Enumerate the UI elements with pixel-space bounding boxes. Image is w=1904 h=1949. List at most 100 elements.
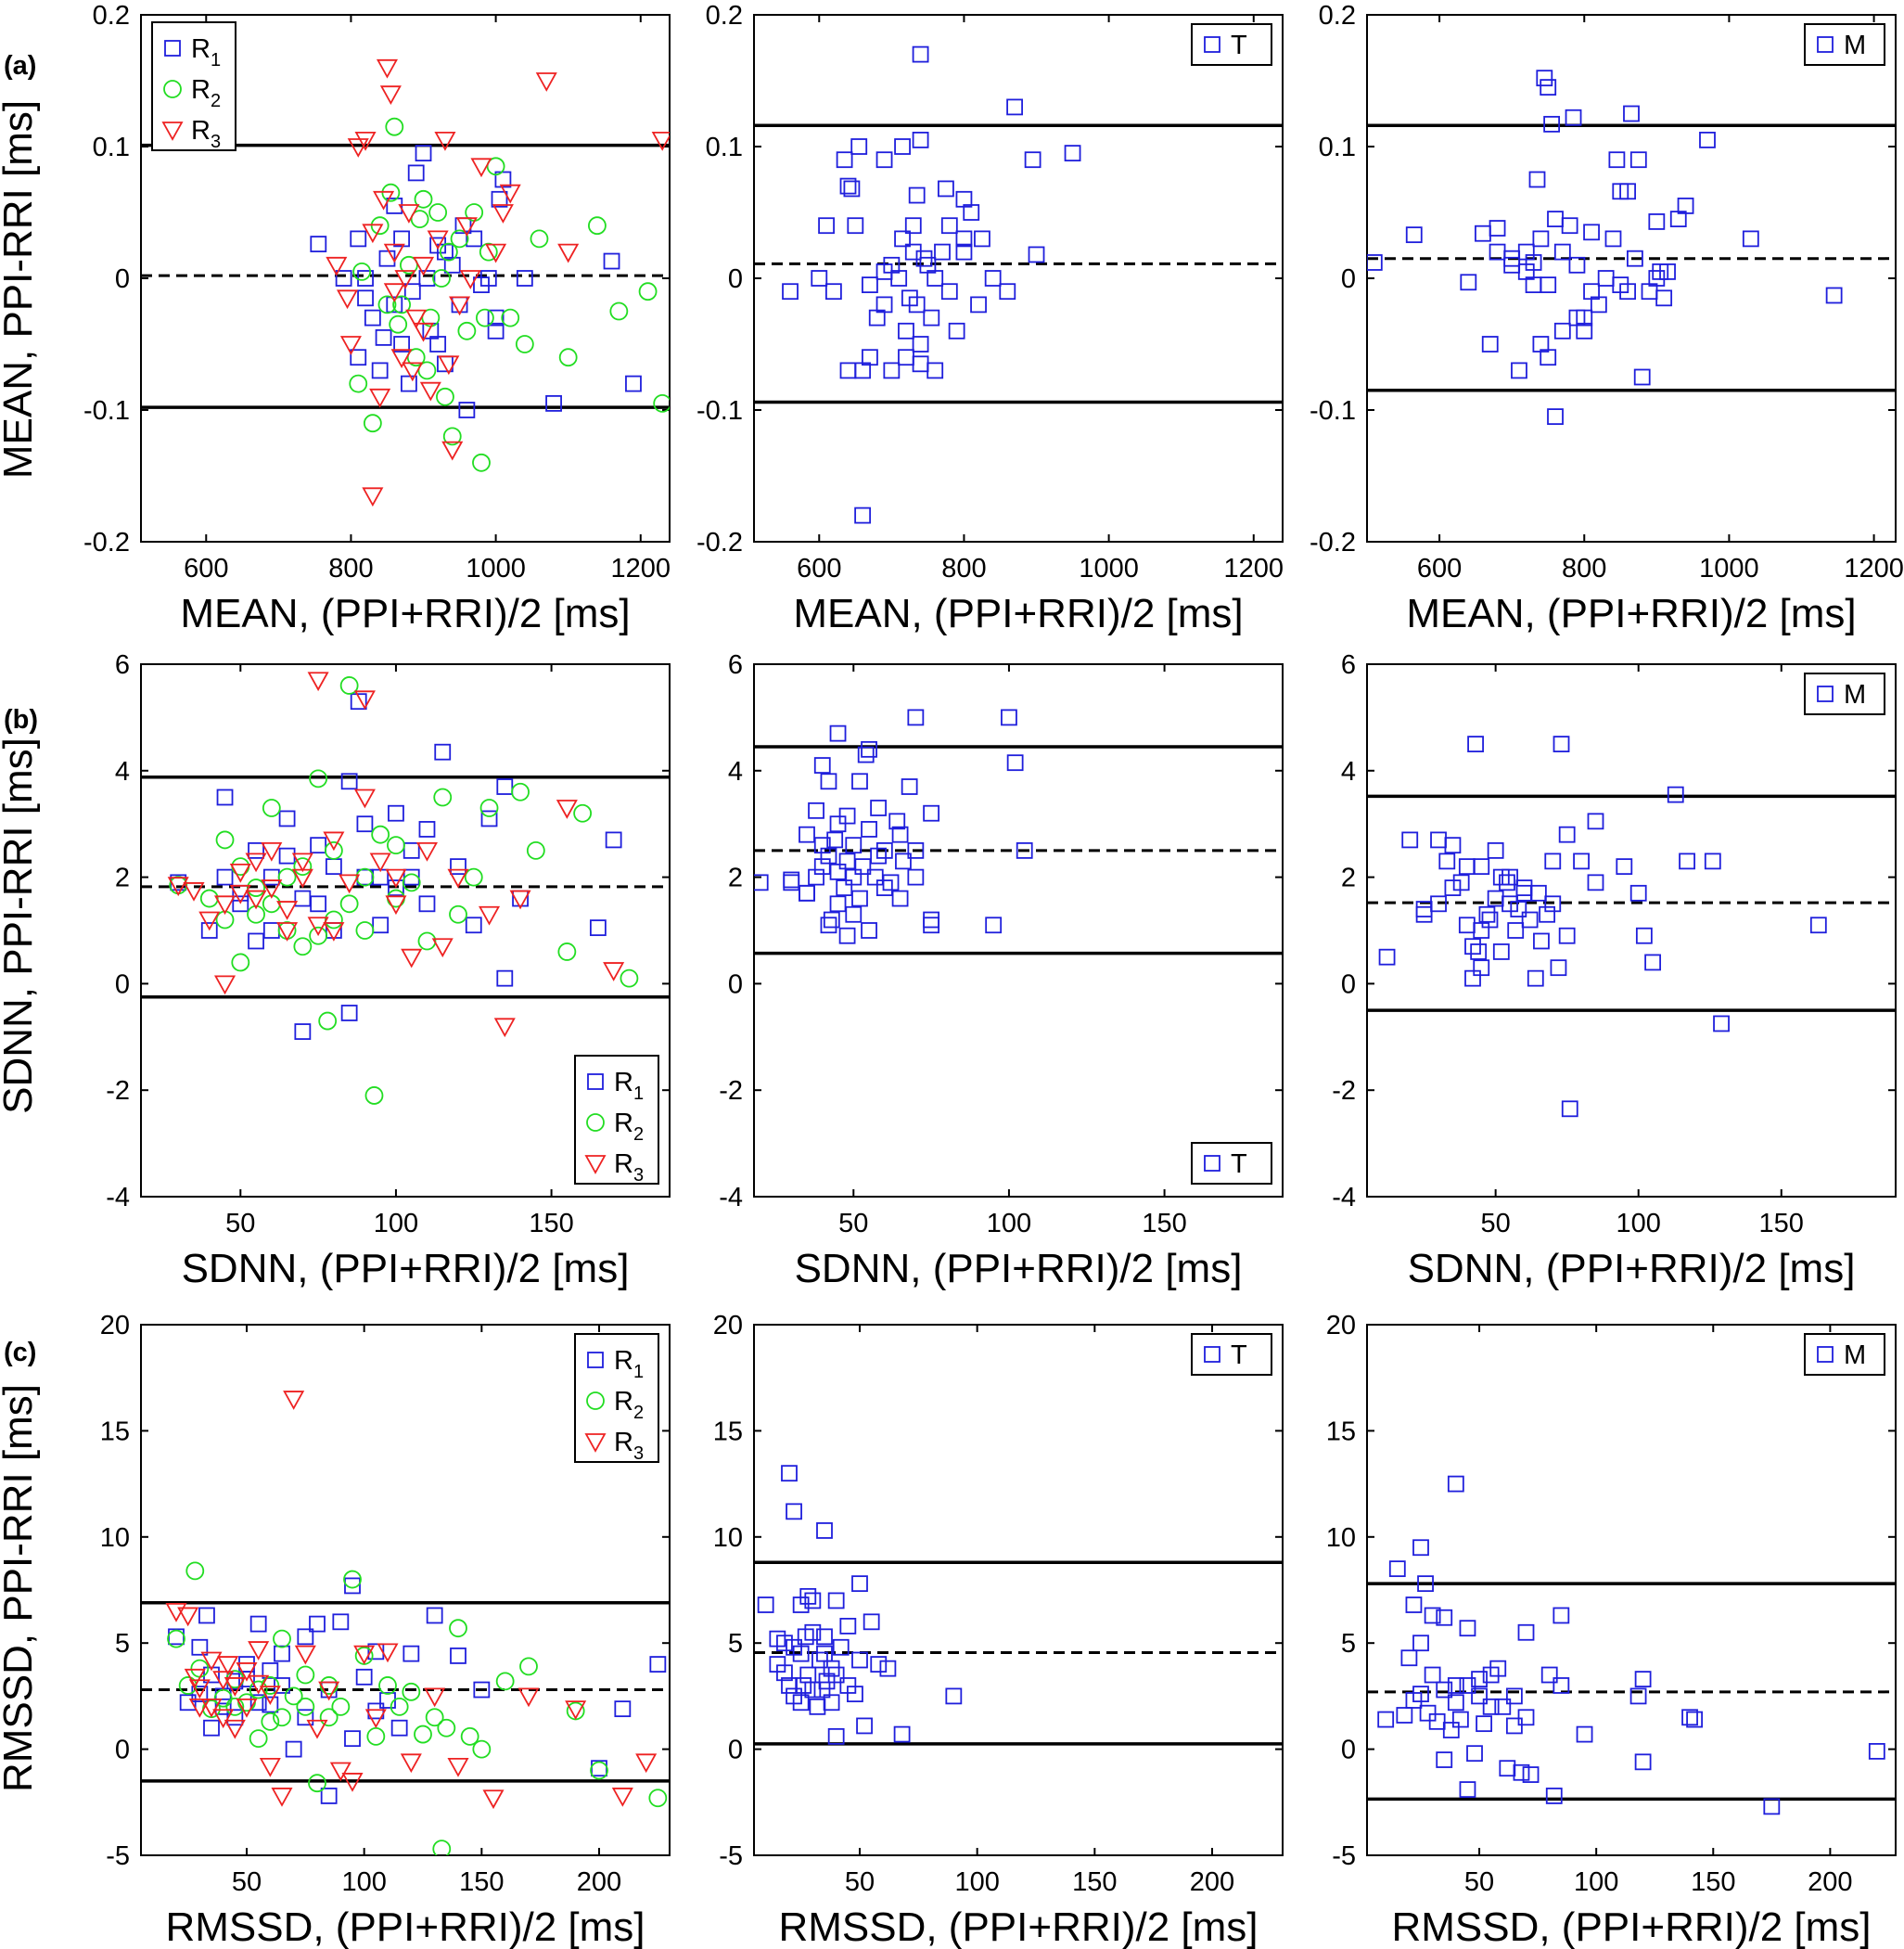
data-point-a1-R2-13 [457,321,477,340]
data-point-b1-R3-27 [291,853,313,873]
data-point-b2-T-54 [845,868,863,886]
data-point-b1-R2-20 [464,867,483,887]
data-point-a1-R1-29 [393,336,410,353]
row-a-label: (a) [4,51,36,81]
data-point-a1-R3-27 [373,190,395,211]
data-point-b1-R2-17 [417,931,437,951]
data-point-b3-M-46 [1510,901,1527,917]
data-point-b1-R1-29 [248,932,264,950]
plot-frame-a3 [1366,14,1897,543]
data-point-a1-R1-11 [415,145,432,162]
data-point-c1-R1-39 [191,1686,209,1703]
panel-b2: 50 100 150 -4 -2 0 2 4 6 SDNN, (PPI+RRI)/2 [ms] T [719,650,1284,1291]
x-tick-label-c1-1: 100 [341,1867,386,1897]
data-point-b1-R1-19 [465,917,482,934]
data-point-b2-T-16 [861,821,877,838]
x-tick-label-c2-0: 50 [845,1867,875,1897]
data-point-c1-R2-20 [390,1697,409,1716]
data-point-a1-R3-15 [434,131,456,151]
y-tick-label-c1-0: -5 [106,1841,130,1871]
y-tick-label-b1-4: 4 [115,757,130,787]
plot-area-b2 [754,709,1283,955]
data-point-b1-R3-25 [229,884,251,904]
data-point-a3-M-18 [1475,224,1491,242]
data-point-a2-T-27 [948,322,965,340]
data-point-a1-R1-18 [458,402,476,418]
data-point-a2-T-18 [862,349,878,366]
data-point-c1-R3-11 [283,1391,305,1410]
data-point-a1-R2-25 [653,394,670,413]
data-point-a3-M-46 [1568,256,1586,274]
data-point-a1-R1-1 [335,270,352,287]
data-point-a1-R3-25 [362,224,384,244]
data-point-b1-R2-31 [355,921,375,940]
data-point-b1-R2-12 [355,867,375,887]
data-point-a3-M-6 [1608,151,1626,169]
data-point-c2-T-36 [809,1698,826,1715]
data-point-c3-M-28 [1634,1753,1652,1771]
data-point-c1-R2-23 [425,1708,444,1727]
row-c-y-axis-label: RMSSD, PPI-RRI [ms] [0,1384,41,1792]
data-point-b3-M-55 [1587,874,1604,891]
data-point-a2-T-2 [1064,145,1081,162]
y-tick-label-c3-2: 5 [1341,1629,1356,1659]
data-point-c1-R3-20 [400,1753,422,1774]
data-point-a1-R1-7 [386,296,403,314]
data-point-a2-T-31 [999,283,1016,301]
data-point-b1-R1-18 [450,858,466,876]
data-point-b3-M-12 [1501,868,1518,886]
data-point-b1-R2-36 [339,894,359,914]
data-point-c1-R1-16 [344,1577,361,1595]
data-point-b3-M-22 [1415,905,1433,923]
data-point-a2-T-6 [836,151,853,169]
x-tick-label-b2-2: 150 [1142,1209,1186,1238]
legend-marker-c1-1 [586,1391,605,1410]
data-point-a1-R3-26 [383,283,405,303]
data-point-b1-R3-9 [307,672,329,692]
data-point-c1-R3-25 [565,1700,587,1720]
data-point-c1-R1-27 [649,1656,667,1673]
data-point-c1-R3-7 [236,1698,258,1718]
legend-marker-a1-2 [161,122,184,141]
data-point-b2-T-14 [923,804,940,822]
data-point-b2-T-38 [838,927,856,944]
data-point-a1-R1-27 [625,375,642,392]
legend-b2: T [1191,1142,1272,1185]
data-point-a1-R2-6 [406,348,426,367]
y-tick-label-a1-0: -0.2 [83,528,130,558]
data-point-a3-M-3 [1565,109,1582,126]
data-point-b3-M-19 [1629,884,1647,902]
legend-c3: M [1804,1333,1885,1376]
data-point-a1-R1-23 [494,171,512,188]
data-point-a1-R3-1 [339,336,362,355]
y-tick-label-a2-0: -0.2 [696,528,743,558]
data-point-a2-T-7 [875,151,893,169]
data-point-b2-T-8 [851,773,868,790]
data-point-b1-R2-5 [262,799,281,817]
data-point-b2-T-43 [836,879,853,896]
data-point-b3-M-45 [1470,943,1488,960]
legend-marker-b2-0 [1204,1155,1220,1172]
data-point-b1-R2-24 [557,942,577,961]
y-tick-label-c2-5: 20 [713,1311,743,1340]
data-point-a1-R2-30 [439,242,458,262]
data-point-b3-M-48 [1533,932,1550,950]
y-tick-label-b3-0: -4 [1332,1183,1356,1212]
data-point-a1-R1-22 [491,190,508,208]
data-point-c1-R1-4 [203,1719,220,1737]
data-point-c1-R1-23 [450,1648,466,1664]
legend-marker-c1-0 [587,1352,604,1368]
x-axis-label-a3: MEAN, (PPI+RRI)/2 [ms] [1406,591,1856,636]
data-point-a1-R3-32 [492,204,514,224]
data-point-a1-R3-2 [347,138,369,158]
data-point-b1-R1-11 [350,693,367,711]
data-point-c2-T-9 [839,1617,857,1635]
data-point-b2-T-18 [799,826,815,843]
data-point-b3-M-30 [1492,943,1510,960]
legend-label-c2-0: T [1231,1340,1247,1370]
legend-marker-a1-1 [163,80,182,98]
data-point-a3-M-1 [1540,79,1557,96]
data-point-a1-R2-26 [377,295,397,314]
plot-frame-c1 [140,1324,671,1856]
